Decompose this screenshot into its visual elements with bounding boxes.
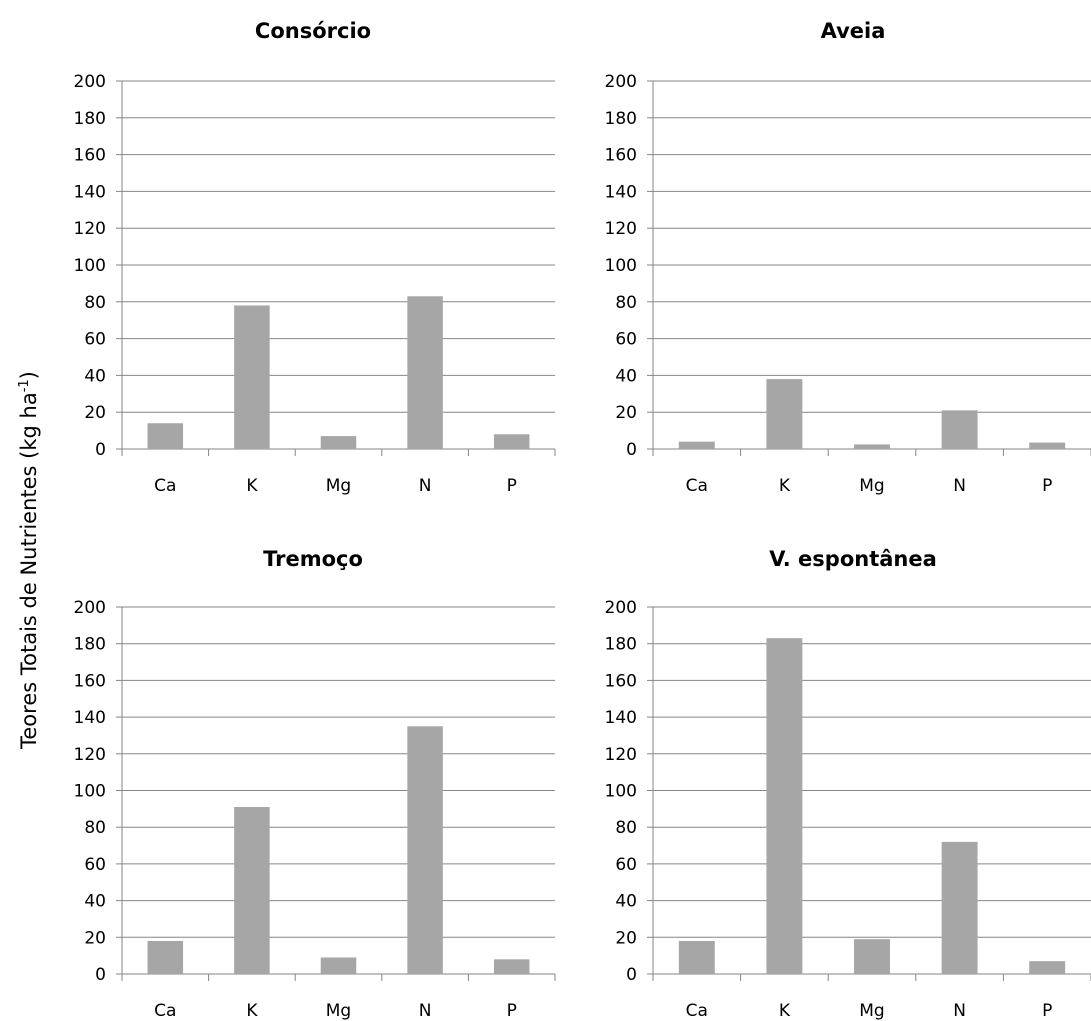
y-tick-label: 80 (84, 293, 106, 313)
y-tick-label: 120 (74, 745, 106, 765)
y-tick-label: 20 (615, 403, 637, 423)
y-axis-label-superscript: -1 (17, 379, 32, 392)
y-tick-label: 120 (605, 219, 637, 239)
y-tick-label: 0 (95, 965, 106, 985)
chart-title: Aveia (821, 19, 886, 43)
y-tick-label: 200 (74, 598, 106, 618)
x-category-label: Mg (859, 1001, 884, 1021)
bar-mg (854, 444, 890, 449)
chart-title: Consórcio (255, 19, 371, 43)
chart-title: Tremoço (263, 547, 363, 571)
bar-k (766, 379, 803, 449)
y-tick-label: 180 (74, 635, 106, 655)
bar-p (1029, 442, 1066, 449)
y-tick-label: 80 (615, 818, 637, 838)
y-tick-label: 140 (605, 182, 637, 202)
x-category-label: N (419, 1001, 432, 1021)
x-category-label: N (953, 476, 966, 496)
y-tick-label: 140 (605, 708, 637, 728)
y-tick-label: 200 (74, 72, 106, 92)
y-tick-label: 100 (74, 256, 106, 276)
bar-p (493, 434, 530, 449)
chart-panel: Aveia 0 20 40 60 80 100 120 140 160 180 200 Ca K Mg N P (605, 19, 1091, 496)
x-category-label: Mg (326, 476, 351, 496)
y-tick-label: 100 (74, 782, 106, 802)
y-tick-label: 20 (84, 403, 106, 423)
y-tick-label: 80 (84, 818, 106, 838)
y-tick-label: 160 (74, 146, 106, 166)
chart-panel: V. espontânea 0 20 40 60 80 100 120 140 160 180 200… (605, 547, 1091, 1021)
x-category-label: P (1042, 476, 1052, 496)
y-tick-label: 60 (84, 855, 106, 875)
y-tick-label: 80 (615, 293, 637, 313)
bar-mg (854, 939, 890, 974)
y-tick-label: 200 (605, 72, 637, 92)
bar-k (234, 807, 270, 974)
x-category-label: P (507, 476, 517, 496)
bar-p (1029, 961, 1066, 974)
x-category-label: P (507, 1001, 517, 1021)
x-category-label: N (953, 1001, 966, 1021)
y-tick-label: 0 (95, 440, 106, 460)
bar-ca (147, 423, 184, 449)
y-axis-label-main: Teores Totais de Nutrientes (kg ha (17, 392, 41, 750)
y-tick-label: 100 (605, 256, 637, 276)
x-category-label: P (1042, 1001, 1052, 1021)
x-category-label: Ca (154, 1001, 176, 1021)
y-tick-label: 120 (605, 745, 637, 765)
bar-k (766, 638, 803, 974)
y-tick-label: 180 (74, 109, 106, 129)
y-tick-label: 160 (605, 146, 637, 166)
x-category-label: Ca (686, 476, 708, 496)
bar-mg (320, 436, 357, 449)
y-tick-label: 0 (626, 965, 637, 985)
y-tick-label: 160 (605, 671, 637, 691)
bar-p (493, 959, 530, 974)
bar-n (407, 726, 443, 974)
y-tick-label: 20 (84, 928, 106, 948)
x-category-label: Ca (686, 1001, 708, 1021)
bar-mg (320, 957, 357, 974)
x-category-label: K (246, 476, 258, 496)
y-tick-label: 180 (605, 635, 637, 655)
x-category-label: K (246, 1001, 258, 1021)
y-tick-label: 120 (74, 219, 106, 239)
y-tick-label: 100 (605, 782, 637, 802)
x-category-label: K (779, 476, 791, 496)
x-category-label: Mg (326, 1001, 351, 1021)
x-category-label: Mg (859, 476, 884, 496)
bar-n (941, 841, 978, 974)
bar-n (941, 410, 978, 449)
y-tick-label: 60 (615, 855, 637, 875)
y-tick-label: 20 (615, 928, 637, 948)
bar-k (234, 305, 270, 449)
y-tick-label: 180 (605, 109, 637, 129)
y-tick-label: 200 (605, 598, 637, 618)
y-axis-label-close: ) (17, 371, 41, 379)
x-category-label: K (779, 1001, 791, 1021)
y-tick-label: 60 (84, 330, 106, 350)
chart-panel: Consórcio 0 20 40 60 80 100 120 140 160 180 200 Ca K M… (74, 19, 556, 496)
bar-ca (147, 940, 184, 974)
chart-panel: Tremoço 0 20 40 60 80 100 120 140 160 180 200 Ca K Mg N… (74, 547, 556, 1021)
y-tick-label: 40 (615, 892, 637, 912)
y-axis-label: Teores Totais de Nutrientes (kg ha-1) (17, 371, 41, 750)
bar-n (407, 296, 443, 449)
bar-ca (678, 441, 715, 449)
y-tick-label: 40 (84, 892, 106, 912)
y-tick-label: 0 (626, 440, 637, 460)
chart-title: V. espontânea (769, 547, 937, 571)
x-category-label: N (419, 476, 432, 496)
y-tick-label: 160 (74, 671, 106, 691)
y-tick-label: 140 (74, 708, 106, 728)
y-tick-label: 40 (84, 366, 106, 386)
bar-ca (678, 940, 715, 974)
y-tick-label: 40 (615, 366, 637, 386)
y-tick-label: 140 (74, 182, 106, 202)
x-category-label: Ca (154, 476, 176, 496)
y-tick-label: 60 (615, 330, 637, 350)
